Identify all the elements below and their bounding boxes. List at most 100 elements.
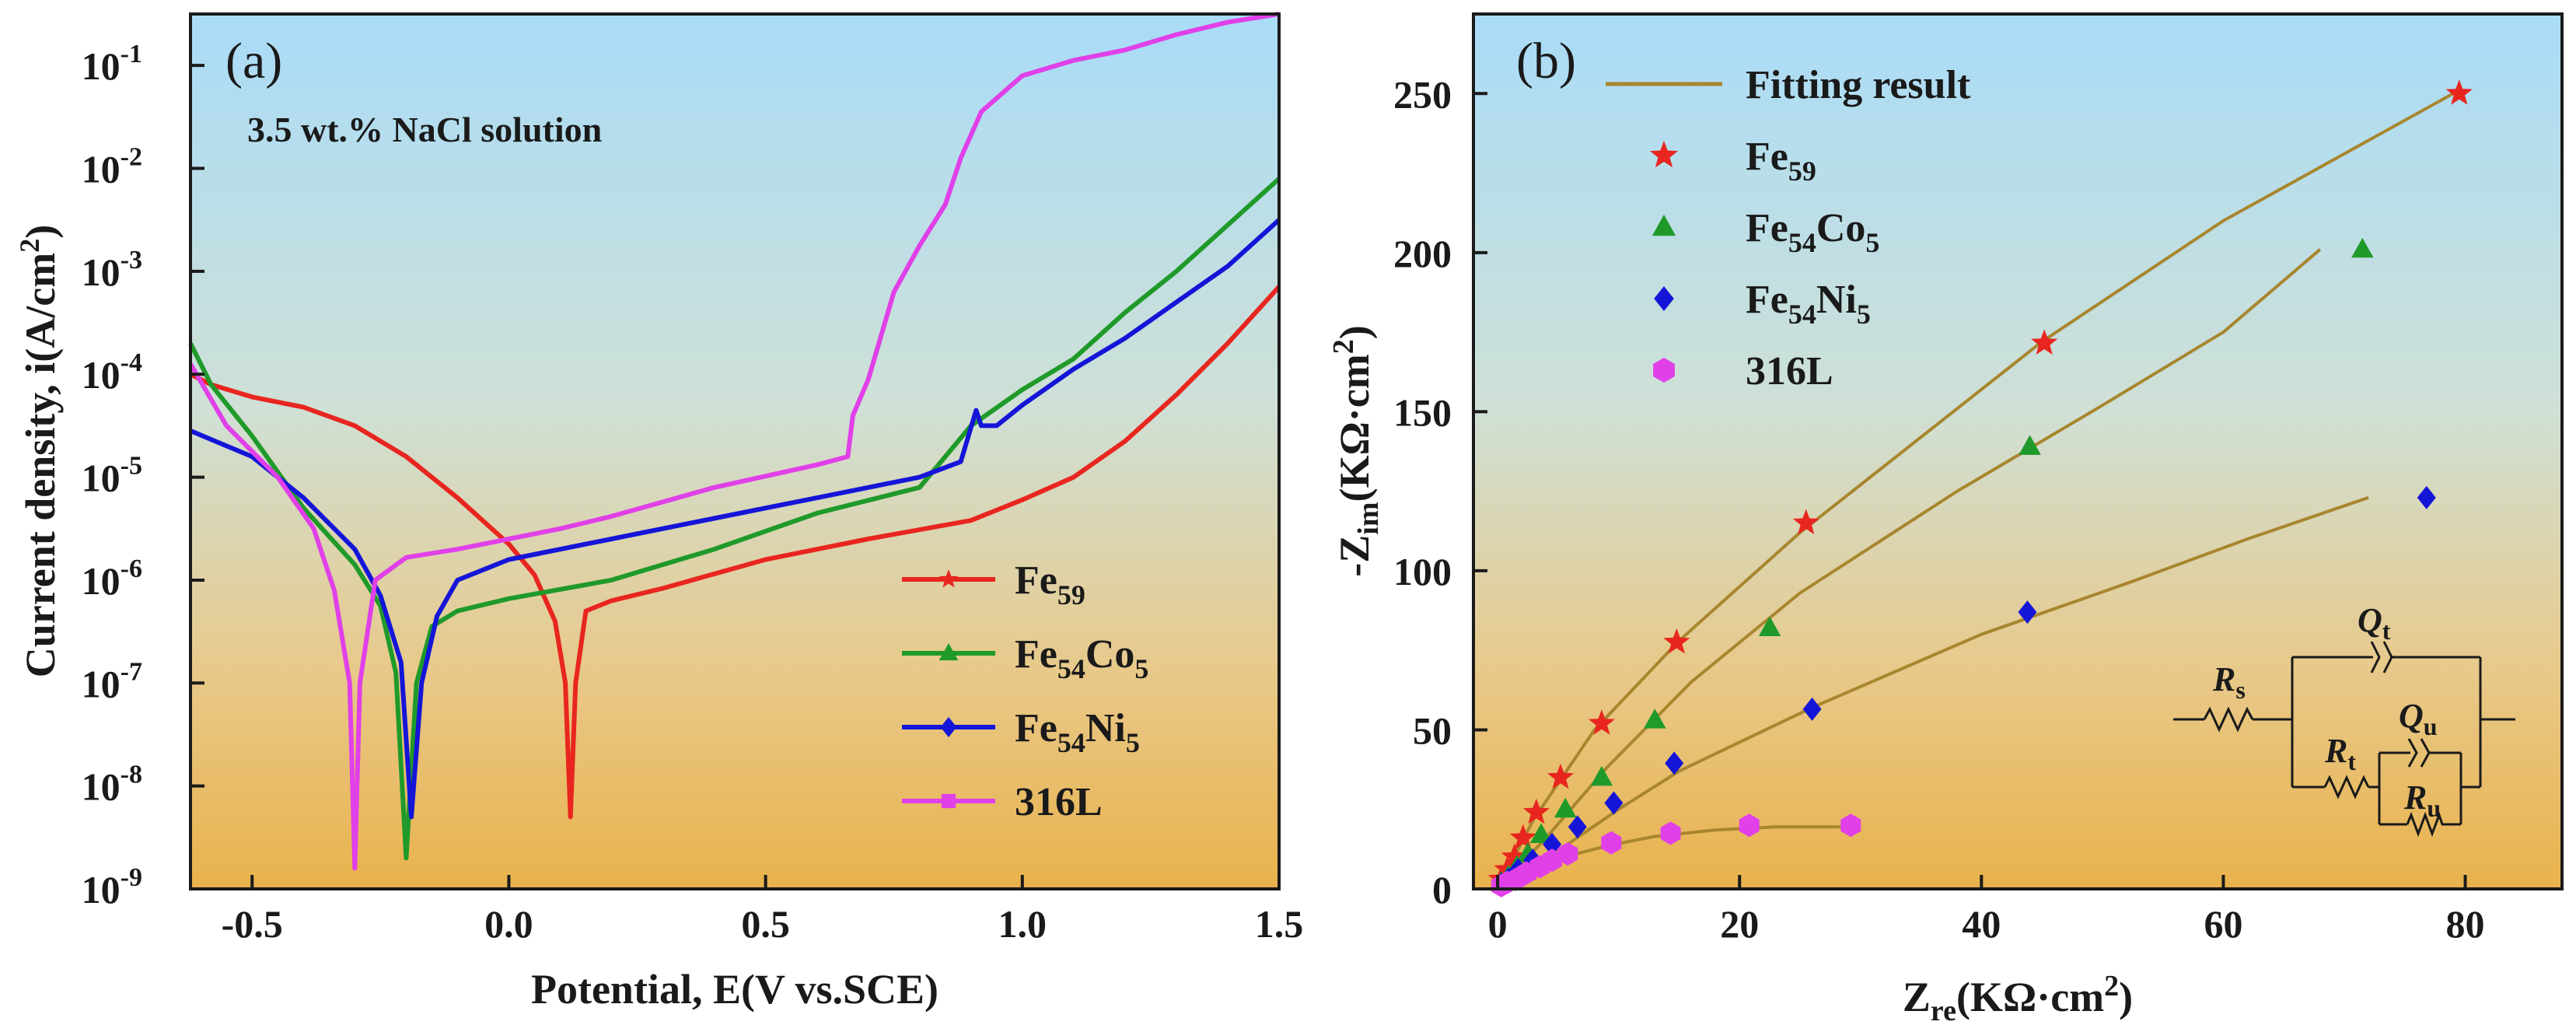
panel-a-y-tick-base-7: 10 <box>82 148 121 191</box>
circuit-label-qt-sub: t <box>2382 617 2391 645</box>
circuit-label-rs-sub: s <box>2235 676 2245 704</box>
circuit-cpe-qt <box>2370 641 2393 673</box>
panel-a-y-tick-exp-0: -9 <box>121 863 142 892</box>
panel-b-point-2-8 <box>1802 697 1822 721</box>
panel-b-point-0-3 <box>1509 824 1536 850</box>
circuit-label-rt-main: R <box>2324 732 2347 770</box>
panel-b-legend-marker-3 <box>1654 286 1674 311</box>
panel-b-point-0-2 <box>1501 843 1528 869</box>
panel-b-x-tick-label-2: 40 <box>1962 902 2001 946</box>
panel-b-x-title-close: ) <box>2119 974 2133 1020</box>
panel-b-label: (b) <box>1516 33 1576 89</box>
panel-b-point-0-5 <box>1547 763 1575 789</box>
panel-b-legend-label-3-name: Fe <box>1746 278 1788 322</box>
panel-b-y-tick-label-1: 50 <box>1413 708 1452 752</box>
panel-a-x-axis-title: Potential, E(V vs.SCE) <box>531 966 938 1013</box>
panel-b-point-3-9 <box>1739 813 1760 838</box>
panel-a-legend-label-0-name: Fe <box>1015 558 1057 603</box>
panel-b-legend-label-2-name: Fe <box>1746 206 1788 250</box>
circuit-resistor-ru <box>2406 811 2444 838</box>
panel-a-legend-label-2-tail: Ni <box>1085 706 1126 750</box>
panel-a-y-tick-exp-2: -7 <box>121 657 142 686</box>
panel-b-point-2-10 <box>2417 485 2436 509</box>
panel-a-annotation: 3.5 wt.% NaCl solution <box>247 110 602 149</box>
panel-b-point-3-8 <box>1660 821 1681 845</box>
panel-b-x-title-main: Z <box>1903 974 1931 1020</box>
panel-b-point-2-5 <box>1568 815 1587 839</box>
panel-a-y-tick-base-6: 10 <box>82 250 121 294</box>
panel-b-legend-label-3-tail-sub: 5 <box>1857 299 1871 330</box>
panel-b-legend-marker-1 <box>1649 141 1679 168</box>
panel-b-point-1-6 <box>1590 765 1613 786</box>
panel-a-x-tick-label-0: -0.5 <box>222 902 283 946</box>
circuit-label-ru-sub: u <box>2427 794 2441 822</box>
circuit-label-qu-sub: u <box>2424 712 2438 740</box>
panel-a-y-tick-base-5: 10 <box>82 353 121 397</box>
panel-a-x-tick-label-2: 0.5 <box>741 902 790 946</box>
panel-a-series-line-0 <box>189 285 1281 820</box>
panel-b-plot-background <box>1473 14 2562 889</box>
panel-a-y-tick-label-5: 10-4 <box>82 348 142 397</box>
panel-b-point-3-5 <box>1542 848 1563 873</box>
panel-a-legend-label-3: 316L <box>1015 780 1103 824</box>
panel-a-y-tick-label-8: 10-1 <box>82 40 142 88</box>
circuit-resistor-rs <box>2203 706 2254 733</box>
panel-a-series-line-2 <box>189 218 1281 820</box>
panel-a-series-line-3 <box>188 12 1280 871</box>
panel-a-legend-label-1-name: Fe <box>1015 632 1057 677</box>
panel-b-legend-label-2-tail: Co <box>1816 206 1866 250</box>
panel-b-legend-label-2-sub: 54 <box>1788 227 1816 258</box>
equivalent-circuit-inset: Rs Qt Rt Qu Ru <box>2173 601 2515 838</box>
panel-b-plot-frame <box>1472 12 2564 890</box>
panel-b-legend-label-2-tail-sub: 5 <box>1865 227 1879 258</box>
panel-b-legend-label-0: Fitting result <box>1746 63 1971 107</box>
panel-b-x-title-sup: 2 <box>2104 970 2119 1002</box>
panel-b-legend-label-2: Fe54Co5 <box>1746 206 1879 258</box>
panel-b-legend-marker-2 <box>1652 215 1676 236</box>
panel-a-legend-marker-1 <box>938 643 959 661</box>
panel-a-legend-marker-0 <box>938 569 959 588</box>
panel-a-x-tick-label-1: 0.0 <box>484 902 533 946</box>
panel-a-legend-label-0: Fe59 <box>1015 558 1085 610</box>
panel-b-x-tick-label-1: 20 <box>1720 902 1759 946</box>
panel-b-legend-label-1-name: Fe <box>1746 135 1788 179</box>
panel-b-x-tick-label-3: 60 <box>2204 902 2242 946</box>
panel-b-y-tick-label-5: 250 <box>1393 72 1452 116</box>
panel-a-y-tick-label-1: 10-8 <box>82 761 142 809</box>
panel-b-series-group <box>1487 79 2473 897</box>
circuit-label-rs-main: R <box>2212 660 2235 698</box>
panel-a-legend-label-2: Fe54Ni5 <box>1015 706 1140 758</box>
panel-a-legend-label-0-sub: 59 <box>1057 579 1085 610</box>
circuit-label-qt: Qt <box>2358 601 2391 645</box>
panel-a-y-tick-label-4: 10-5 <box>82 452 142 500</box>
panel-a-plot-background <box>190 14 1279 889</box>
panel-a-legend-label-1-sub: 54 <box>1057 653 1085 684</box>
panel-b-point-2-4 <box>1543 832 1562 856</box>
panel-b-y-tick-label-3: 150 <box>1393 390 1452 434</box>
circuit-label-rt-sub: t <box>2347 747 2356 775</box>
panel-a-legend-label-2-name: Fe <box>1015 706 1057 750</box>
panel-b-point-1-10 <box>2351 237 2374 258</box>
panel-a-plot-frame <box>189 12 1281 890</box>
panel-b-point-3-10 <box>1840 813 1861 838</box>
panel-a-y-axis-title-main: Current density, i(A/cm <box>17 253 64 677</box>
panel-b-y-tick-label-2: 100 <box>1393 550 1452 593</box>
panel-a-label: (a) <box>225 33 282 89</box>
panel-b-x-axis-title: Zre(KΩ·cm2) <box>1903 970 2133 1027</box>
panel-b-x-tick-label-0: 0 <box>1488 902 1508 946</box>
panel-a-legend-label-1: Fe54Co5 <box>1015 632 1148 684</box>
panel-b-point-0-6 <box>1588 709 1615 735</box>
panel-b-point-2-6 <box>1604 791 1624 815</box>
panel-b-point-0-9 <box>2031 329 2058 355</box>
panel-a-y-tick-label-0: 10-9 <box>82 863 142 911</box>
panel-a-y-tick-base-0: 10 <box>82 868 121 911</box>
circuit-resistor-rt <box>2323 775 2370 799</box>
panel-b-point-1-9 <box>2019 435 2041 455</box>
panel-a-legend-label-2-sub: 54 <box>1057 727 1085 758</box>
panel-a-y-tick-base-1: 10 <box>82 765 121 809</box>
panel-b-point-3-6 <box>1557 842 1578 866</box>
panel-b-x-title-rest: (KΩ·cm <box>1956 974 2104 1020</box>
panel-a-series-line-1 <box>188 177 1281 861</box>
panel-a-y-tick-exp-1: -8 <box>121 761 142 789</box>
